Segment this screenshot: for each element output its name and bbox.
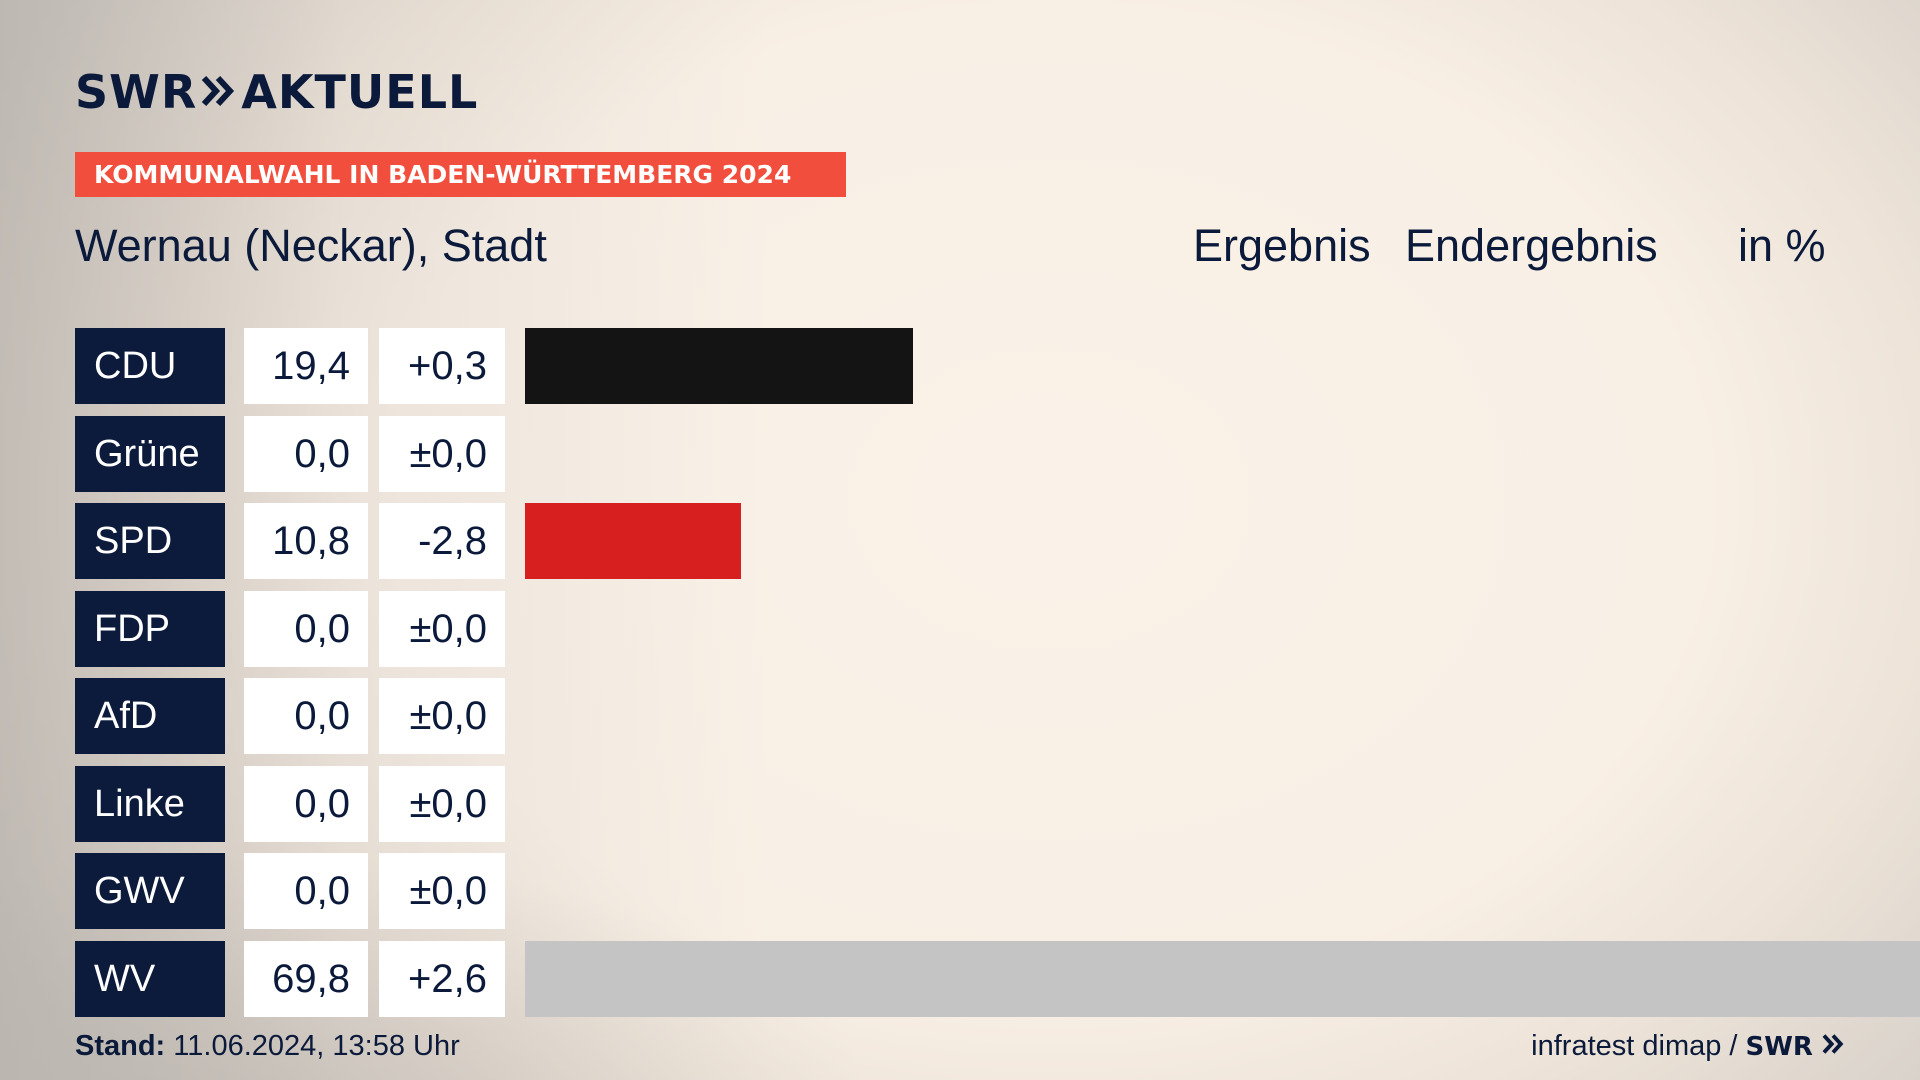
party-label: WV [75, 940, 225, 1017]
party-label: AfD [75, 678, 225, 754]
double-chevron-icon [201, 65, 235, 119]
change-label: ±0,0 [379, 415, 505, 492]
party-label: Grüne [75, 415, 225, 492]
party-label: Linke [75, 765, 225, 842]
logo-aktuell-text: AKTUELL [241, 65, 479, 119]
election-banner: KOMMUNALWAHL IN BADEN-WÜRTTEMBERG 2024 [75, 152, 846, 197]
change-label: +2,6 [379, 940, 505, 1017]
bar-cdu [525, 328, 913, 404]
stand-value: 11.06.2024, 13:58 Uhr [173, 1030, 460, 1062]
source-credit: infratest dimap / SWR [1531, 1030, 1844, 1063]
stand-label: Stand: [75, 1030, 166, 1062]
value-label: 10,8 [244, 503, 368, 579]
value-label: 0,0 [244, 853, 368, 929]
change-label: +0,3 [379, 328, 505, 404]
swr-small-logo: SWR [1746, 1032, 1845, 1062]
swr-aktuell-logo: SWR AKTUELL [75, 65, 479, 119]
swr-small-text: SWR [1745, 1031, 1813, 1062]
change-label: ±0,0 [379, 853, 505, 929]
change-label: -2,8 [379, 503, 505, 579]
source-text: infratest dimap / [1531, 1030, 1738, 1062]
value-label: 69,8 [244, 940, 368, 1017]
place-title: Wernau (Neckar), Stadt [75, 220, 547, 271]
value-label: 0,0 [244, 415, 368, 492]
logo-swr-text: SWR [75, 65, 198, 119]
change-label: ±0,0 [379, 678, 505, 754]
header-ergebnis: Ergebnis [1193, 220, 1371, 271]
change-label: ±0,0 [379, 765, 505, 842]
small-double-chevron-icon [1822, 1033, 1844, 1054]
party-label: SPD [75, 503, 225, 579]
value-label: 0,0 [244, 590, 368, 667]
party-label: FDP [75, 590, 225, 667]
value-label: 19,4 [244, 328, 368, 404]
bar-wv [525, 940, 1920, 1017]
timestamp: Stand: 11.06.2024, 13:58 Uhr [75, 1030, 460, 1063]
change-label: ±0,0 [379, 590, 505, 667]
value-label: 0,0 [244, 765, 368, 842]
party-label: GWV [75, 853, 225, 929]
value-label: 0,0 [244, 678, 368, 754]
header-endergebnis: Endergebnis [1405, 220, 1658, 271]
party-label: CDU [75, 328, 225, 404]
bar-spd [525, 503, 741, 579]
header-unit: in % [1738, 220, 1826, 271]
